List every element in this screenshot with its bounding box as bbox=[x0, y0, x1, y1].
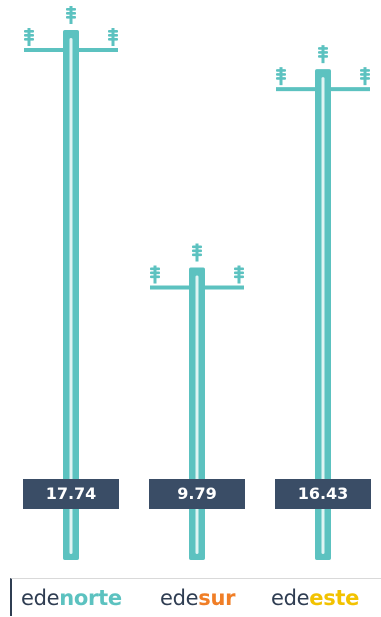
insulator-right-edenorte-disc-2 bbox=[108, 38, 118, 41]
insulator-left-edenorte-disc-2 bbox=[24, 38, 34, 41]
insulator-center-edeeste-disc-0 bbox=[318, 47, 328, 50]
insulator-right-edenorte-stem bbox=[111, 28, 115, 46]
brand-prefix: ede bbox=[271, 586, 310, 610]
insulator-center-edenorte-disc-2 bbox=[66, 16, 76, 19]
insulator-left-edenorte-disc-1 bbox=[24, 34, 34, 37]
insulator-left-edeeste-disc-2 bbox=[276, 77, 286, 80]
insulator-center-edesur-stem bbox=[195, 243, 199, 262]
insulator-center-edenorte-stem bbox=[69, 6, 73, 24]
pole-highlight-edenorte bbox=[69, 38, 73, 554]
insulator-left-edesur-disc-0 bbox=[150, 267, 160, 271]
category-label-edenorte: edenorte bbox=[21, 586, 122, 610]
insulator-center-edesur-disc-1 bbox=[192, 249, 202, 253]
category-axis-frame bbox=[10, 578, 381, 616]
insulator-right-edenorte-disc-1 bbox=[108, 34, 118, 37]
category-label-edeeste: edeeste bbox=[271, 586, 359, 610]
insulator-center-edesur-disc-0 bbox=[192, 245, 202, 249]
insulator-center-edeeste-disc-2 bbox=[318, 55, 328, 58]
brand-suffix: norte bbox=[59, 586, 122, 610]
insulator-left-edesur-disc-2 bbox=[150, 275, 160, 279]
insulator-left-edenorte-disc-0 bbox=[24, 30, 34, 33]
insulator-center-edesur-disc-2 bbox=[192, 253, 202, 257]
value-label-edenorte: 17.74 bbox=[23, 479, 119, 509]
insulator-left-edesur-disc-1 bbox=[150, 271, 160, 275]
brand-suffix: este bbox=[309, 586, 360, 610]
insulator-right-edenorte-disc-0 bbox=[108, 30, 118, 33]
insulator-left-edenorte-stem bbox=[27, 28, 31, 46]
pole-highlight-edeeste bbox=[321, 77, 325, 554]
insulator-left-edesur-stem bbox=[153, 265, 157, 284]
category-label-edesur: edesur bbox=[160, 586, 235, 610]
insulator-center-edeeste-stem bbox=[321, 45, 325, 64]
insulator-center-edenorte-disc-0 bbox=[66, 8, 76, 11]
brand-suffix: sur bbox=[198, 586, 236, 610]
pole-highlight-edesur bbox=[195, 275, 199, 554]
insulator-center-edenorte-disc-1 bbox=[66, 12, 76, 15]
insulator-right-edeeste-disc-1 bbox=[360, 73, 370, 76]
insulator-right-edesur-disc-0 bbox=[234, 267, 244, 271]
insulator-left-edeeste-stem bbox=[279, 67, 283, 86]
insulator-right-edesur-stem bbox=[237, 265, 241, 284]
value-label-edesur: 9.79 bbox=[149, 479, 245, 509]
brand-prefix: ede bbox=[21, 586, 60, 610]
insulator-left-edeeste-disc-1 bbox=[276, 73, 286, 76]
insulator-right-edeeste-stem bbox=[363, 67, 367, 86]
insulator-right-edesur-disc-1 bbox=[234, 271, 244, 275]
insulator-right-edeeste-disc-2 bbox=[360, 77, 370, 80]
value-label-edeeste: 16.43 bbox=[275, 479, 371, 509]
insulator-right-edesur-disc-2 bbox=[234, 275, 244, 279]
insulator-center-edeeste-disc-1 bbox=[318, 51, 328, 54]
brand-prefix: ede bbox=[160, 586, 199, 610]
insulator-right-edeeste-disc-0 bbox=[360, 69, 370, 72]
insulator-left-edeeste-disc-0 bbox=[276, 69, 286, 72]
